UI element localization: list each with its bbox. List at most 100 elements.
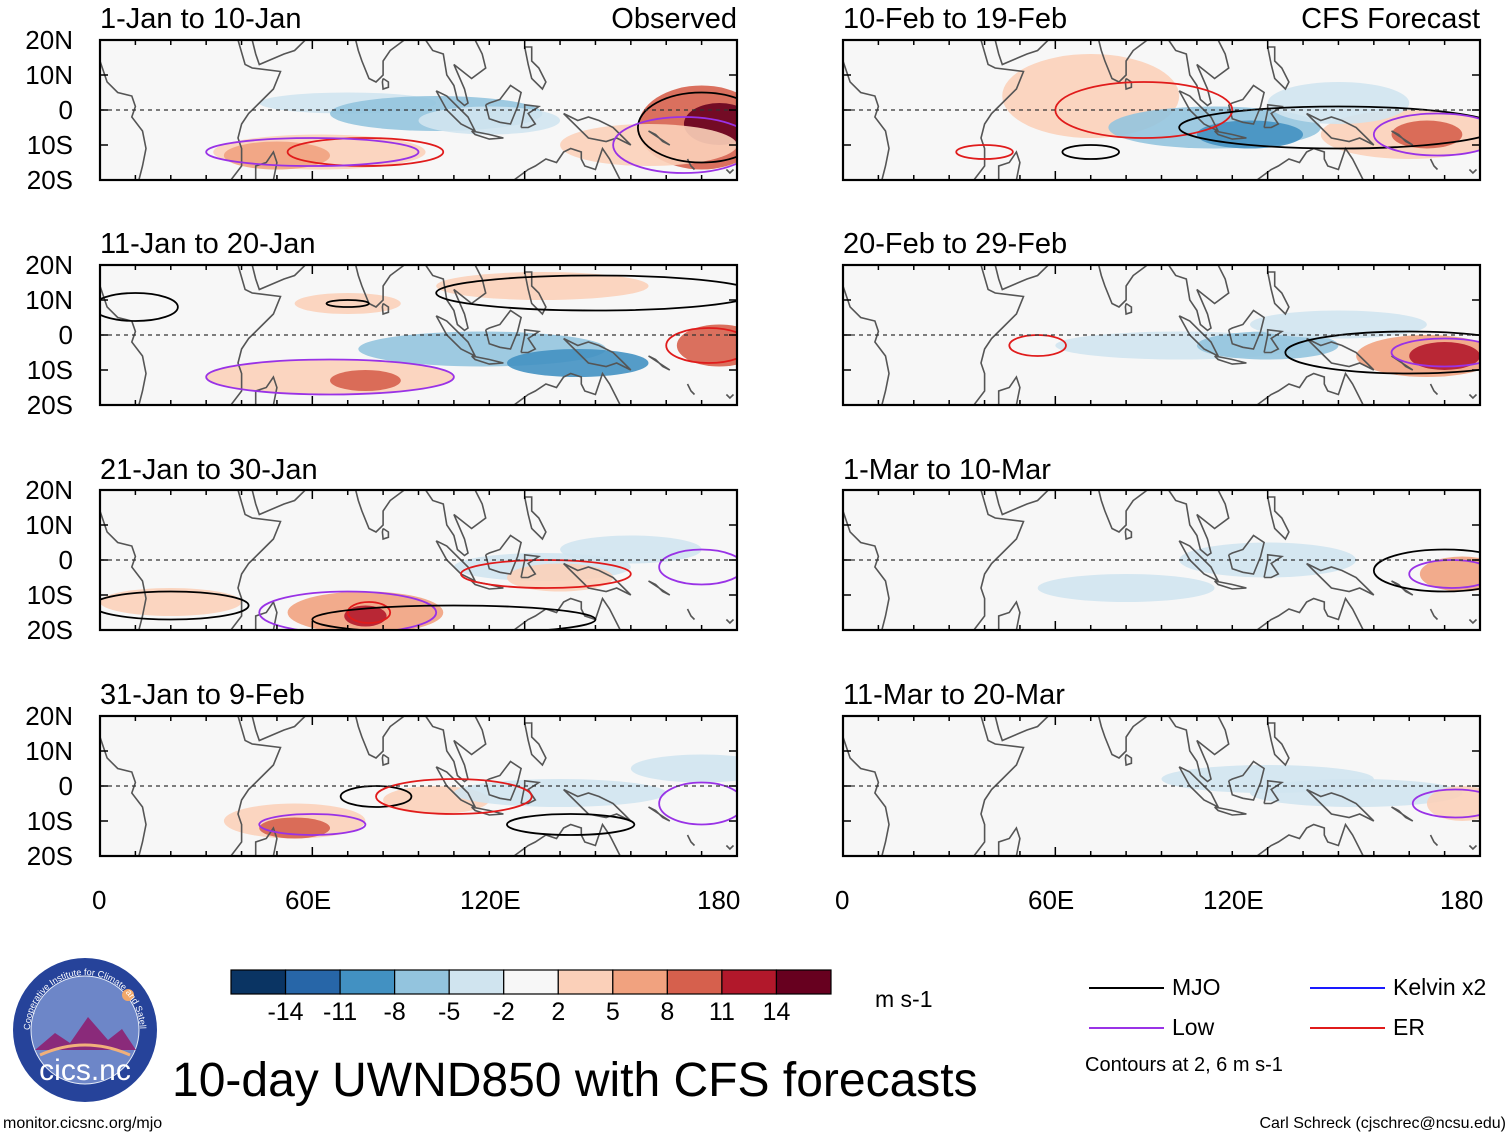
coastline	[725, 168, 735, 175]
lat-label: 10S	[26, 130, 73, 160]
coastline	[1266, 46, 1290, 91]
map-panel-8	[841, 714, 1482, 858]
colorbar-units: m s-1	[875, 986, 933, 1012]
coastline	[1266, 496, 1290, 541]
coastline	[484, 84, 523, 125]
footer-left: monitor.cicsnc.org/mjo	[3, 1115, 163, 1132]
coastline	[1087, 490, 1148, 533]
axis-ticks	[842, 39, 1481, 181]
coastline	[503, 146, 621, 180]
coastline	[648, 130, 671, 146]
wave-contour	[1061, 144, 1120, 160]
coastline	[725, 393, 735, 400]
panel-title-5: 10-Feb to 19-Feb	[843, 3, 1068, 35]
colorbar-tick-label: 5	[605, 998, 620, 1026]
coastline	[251, 490, 306, 516]
colorbar-swatch	[503, 969, 559, 995]
coastline	[1429, 834, 1439, 847]
lat-label: 10S	[26, 806, 73, 836]
map-panel-6	[841, 263, 1482, 407]
anomaly-shade	[1419, 556, 1480, 592]
colorbar-swatch	[230, 969, 287, 995]
wave-contour	[658, 548, 737, 586]
coastline	[648, 580, 671, 596]
panel-title-3: 21-Jan to 30-Jan	[100, 454, 318, 486]
lon-label-right-120e: 120E	[1203, 885, 1264, 915]
wave-contour	[955, 144, 1014, 160]
coastline	[1087, 716, 1148, 759]
axis-ticks	[99, 489, 738, 631]
coastline	[1167, 716, 1230, 783]
coastline	[1167, 490, 1230, 557]
colorbar-swatch	[284, 969, 341, 995]
coastline	[648, 355, 671, 371]
coastline	[424, 490, 487, 557]
anomaly-shade	[1267, 82, 1410, 124]
anomaly-shade	[676, 324, 737, 367]
panel-title-7: 1-Mar to 10-Mar	[843, 454, 1051, 486]
coastline	[523, 496, 547, 541]
lat-label: 10N	[25, 736, 73, 766]
coastline	[1246, 596, 1364, 630]
coastline	[254, 826, 278, 856]
footer-right: Carl Schreck (cjschrec@ncsu.edu)	[1259, 1115, 1506, 1132]
colorbar	[230, 969, 832, 995]
map-panel-1	[98, 38, 739, 182]
lat-label: 10S	[26, 355, 73, 385]
coastline	[344, 716, 405, 759]
coastline	[994, 490, 1049, 516]
coastline	[973, 490, 1025, 630]
panel-title-6: 20-Feb to 29-Feb	[843, 228, 1068, 260]
axis-ticks	[99, 264, 738, 406]
lat-label: 10S	[26, 580, 73, 610]
lon-label-left-180: 180	[697, 885, 741, 915]
coastline	[381, 753, 390, 767]
coastline	[1306, 788, 1375, 822]
coastline	[1227, 309, 1266, 350]
colorbar-swatch	[394, 969, 450, 995]
legend-label-mjo: MJO	[1172, 974, 1221, 1000]
colorbar-swatch	[448, 969, 505, 995]
coastline	[563, 112, 632, 146]
anomaly-shade	[1249, 779, 1463, 807]
anomaly-shade	[560, 535, 702, 564]
wave-contour	[1372, 112, 1480, 157]
wave-contour	[1284, 330, 1480, 375]
coastline	[563, 562, 632, 596]
anomaly-shade	[1196, 331, 1339, 360]
panel-title-1: 1-Jan to 10-Jan	[100, 3, 302, 35]
coastline	[1214, 580, 1247, 590]
colorbar-tick-label: -5	[438, 998, 461, 1026]
legend-label-kelvin: Kelvin x2	[1393, 974, 1487, 1000]
coastline	[725, 618, 735, 625]
map-panel-7	[841, 488, 1482, 632]
coastline	[1167, 40, 1230, 107]
wave-contour	[1372, 548, 1480, 593]
coastline	[1227, 534, 1266, 575]
colorbar-swatch	[775, 969, 832, 995]
wave-contour	[205, 358, 455, 396]
axis-ticks	[842, 715, 1481, 857]
coastline	[994, 40, 1049, 66]
anomaly-shade	[259, 817, 331, 839]
anomaly-shade	[100, 588, 242, 616]
wave-contour	[258, 590, 438, 630]
coastline	[471, 806, 504, 816]
coastline	[1468, 618, 1478, 625]
wave-contour	[100, 590, 250, 621]
coastline	[251, 265, 306, 291]
coastline	[563, 337, 632, 371]
wave-contour	[435, 274, 737, 312]
coastline	[230, 490, 282, 630]
anomaly-shade	[1426, 786, 1480, 821]
coastline	[994, 265, 1049, 291]
anomaly-shade	[1037, 574, 1215, 602]
wave-contour	[1054, 81, 1234, 139]
wave-contour	[258, 813, 367, 836]
anomaly-shade	[294, 293, 401, 314]
colorbar-tick-label: 11	[708, 998, 735, 1026]
coastline	[251, 40, 306, 66]
wave-contour	[311, 604, 597, 630]
coastline	[997, 600, 1021, 630]
